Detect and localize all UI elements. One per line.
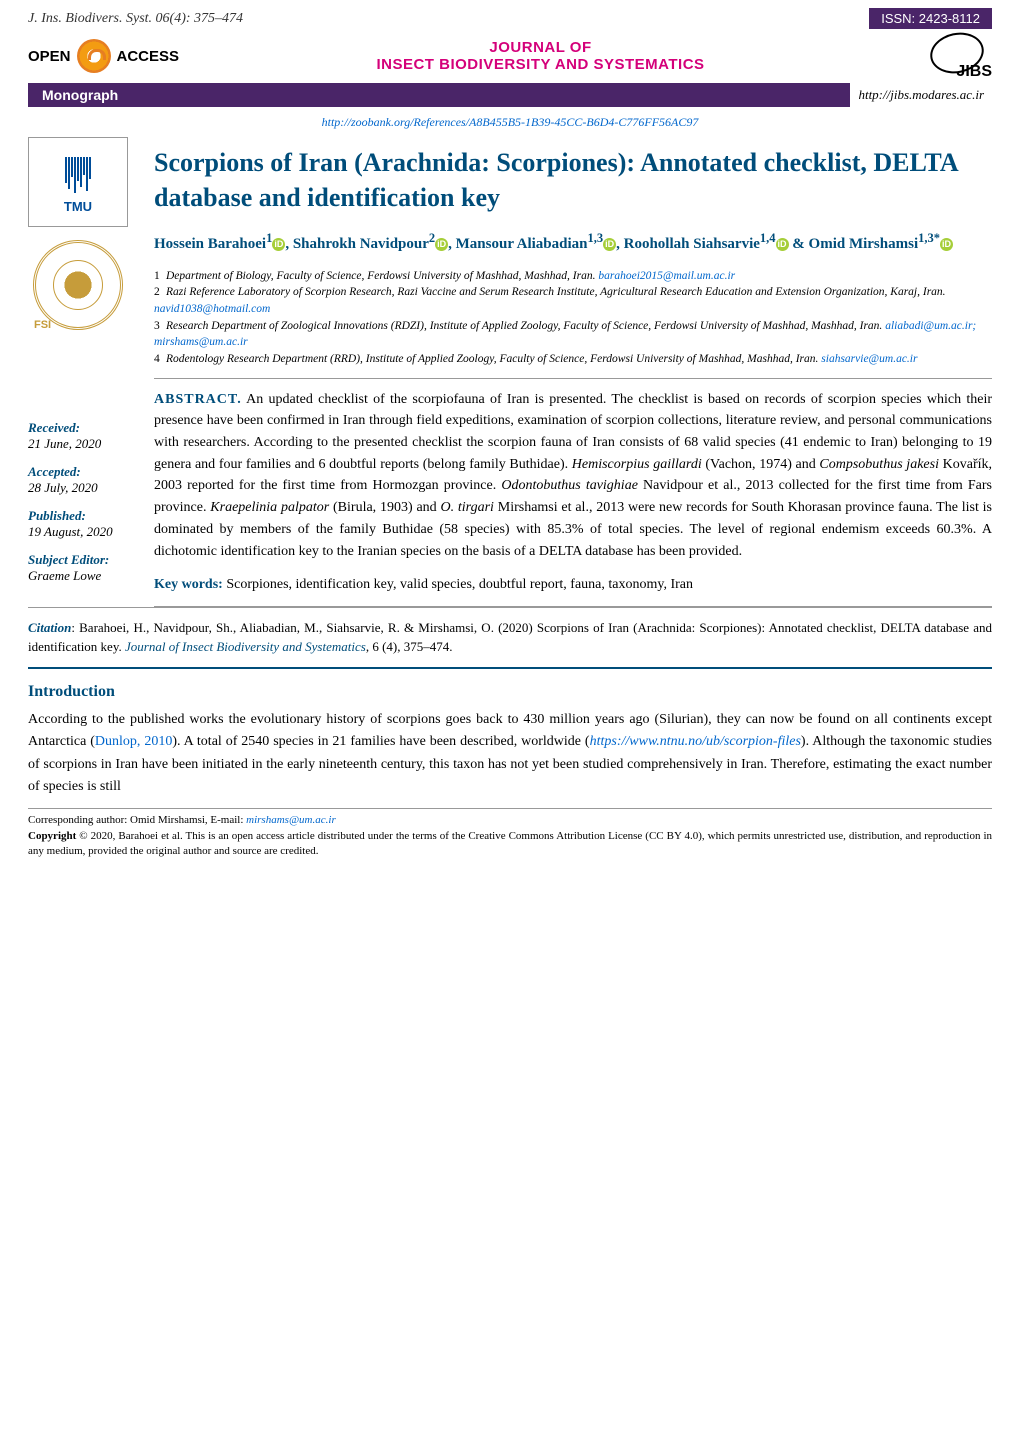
subject-editor-value: Graeme Lowe — [28, 568, 138, 584]
author-4: Roohollah Siahsarvie1,4iD — [624, 236, 789, 252]
affil-email-1[interactable]: barahoei2015@mail.um.ac.ir — [598, 270, 735, 282]
copyright-label: Copyright — [28, 830, 76, 842]
introduction-heading: Introduction — [28, 683, 992, 701]
accepted-label: Accepted: — [28, 464, 138, 480]
footer-rule — [28, 808, 992, 809]
published-value: 19 August, 2020 — [28, 524, 138, 540]
corresponding-email[interactable]: mirshams@um.ac.ir — [246, 814, 336, 826]
dunlop-citation-link[interactable]: Dunlop, 2010 — [95, 734, 172, 749]
introduction-paragraph: According to the published works the evo… — [28, 709, 992, 799]
author-3: Mansour Aliabadian1,3iD — [456, 236, 616, 252]
affiliation-4: 4Rodentology Research Department (RRD), … — [154, 351, 992, 368]
affiliation-2: 2Razi Reference Laboratory of Scorpion R… — [154, 284, 992, 317]
orcid-icon[interactable]: iD — [272, 238, 285, 251]
abstract-body: ABSTRACT. An updated checklist of the sc… — [154, 389, 992, 596]
open-label: OPEN — [28, 48, 71, 65]
authors-line: Hossein Barahoei1iD, Shahrokh Navidpour2… — [154, 229, 992, 256]
jibs-label: JIBS — [956, 63, 992, 81]
tmu-label: TMU — [64, 199, 92, 214]
keywords: Key words: Scorpiones, identification ke… — [154, 574, 992, 596]
monograph-bar: Monograph — [28, 83, 848, 107]
journal-title-line2: INSECT BIODIVERSITY AND SYSTEMATICS — [189, 56, 892, 73]
citation-label: Citation — [28, 620, 71, 635]
citation-box: Citation: Barahoei, H., Navidpour, Sh., … — [28, 607, 992, 669]
published-label: Published: — [28, 508, 138, 524]
jibs-url[interactable]: http://jibs.modares.ac.ir — [848, 83, 992, 107]
author-2: Shahrokh Navidpour2iD — [293, 236, 448, 252]
open-access-logo: OPEN ACCESS — [28, 39, 179, 73]
journal-title-block: JOURNAL OF INSECT BIODIVERSITY AND SYSTE… — [189, 39, 892, 73]
fsi-label: FSI — [34, 319, 51, 331]
fsi-logo: FSI — [28, 237, 128, 333]
keywords-label: Key words: — [154, 577, 223, 592]
access-label: ACCESS — [117, 48, 180, 65]
article-title: Scorpions of Iran (Arachnida: Scorpiones… — [154, 137, 992, 229]
accepted-value: 28 July, 2020 — [28, 480, 138, 496]
tmu-logo: TMU — [28, 137, 128, 227]
orcid-icon[interactable]: iD — [435, 238, 448, 251]
received-label: Received: — [28, 420, 138, 436]
abstract-label: ABSTRACT. — [154, 392, 242, 407]
affil-email-4[interactable]: siahsarvie@um.ac.ir — [821, 353, 917, 365]
affil-email-2[interactable]: navid1038@hotmail.com — [154, 303, 270, 315]
jibs-logo: JIBS — [902, 33, 992, 79]
orcid-icon[interactable]: iD — [603, 238, 616, 251]
affiliation-1: 1Department of Biology, Faculty of Scien… — [154, 268, 992, 285]
received-value: 21 June, 2020 — [28, 436, 138, 452]
subject-editor-label: Subject Editor: — [28, 552, 138, 568]
zoobank-link[interactable]: http://zoobank.org/References/A8B455B5-1… — [322, 115, 699, 129]
ntnu-link[interactable]: https://www.ntnu.no/ub/scorpion-files — [590, 734, 801, 749]
issn-badge: ISSN: 2423-8112 — [869, 8, 992, 29]
journal-ref: J. Ins. Biodivers. Syst. 06(4): 375–474 — [28, 11, 243, 27]
author-1: Hossein Barahoei1iD — [154, 236, 285, 252]
orcid-icon[interactable]: iD — [776, 238, 789, 251]
affiliation-3: 3Research Department of Zoological Innov… — [154, 318, 992, 351]
orcid-icon[interactable]: iD — [940, 238, 953, 251]
journal-title-line1: JOURNAL OF — [189, 39, 892, 56]
meta-sidebar: Received: 21 June, 2020 Accepted: 28 Jul… — [28, 389, 138, 596]
corresponding-author: Corresponding author: Omid Mirshamsi — [28, 814, 205, 826]
footer: Corresponding author: Omid Mirshamsi, E-… — [0, 813, 1020, 873]
affiliations: 1Department of Biology, Faculty of Scien… — [154, 268, 992, 368]
author-5: Omid Mirshamsi1,3*iD — [809, 236, 953, 252]
open-access-icon — [77, 39, 111, 73]
